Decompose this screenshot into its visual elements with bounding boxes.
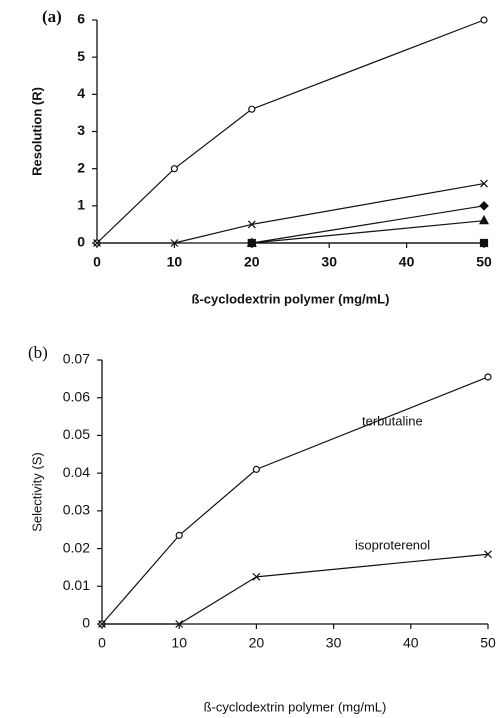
marker bbox=[248, 105, 256, 113]
x-tick-label: 0 bbox=[93, 254, 101, 270]
y-axis-label: Selectivity (S) bbox=[29, 452, 44, 531]
y-axis-label: Resolution (R) bbox=[29, 87, 44, 176]
y-tick-label: 0.07 bbox=[63, 351, 90, 367]
marker bbox=[484, 373, 492, 381]
y-tick-label: 5 bbox=[77, 48, 85, 64]
y-tick-label: 0.05 bbox=[63, 426, 90, 442]
chart-panel: (a) ß-cyclodextrin polymer (mg/mL) Resolut… bbox=[29, 7, 492, 307]
x-tick-label: 40 bbox=[399, 254, 415, 270]
marker bbox=[480, 16, 488, 24]
x-tick-label: 20 bbox=[244, 254, 260, 270]
series-line bbox=[102, 553, 489, 625]
series-label: isoproterenol bbox=[355, 537, 430, 552]
y-tick-label: 0.03 bbox=[63, 502, 90, 518]
y-tick-label: 0.06 bbox=[63, 388, 90, 404]
y-tick-label: 4 bbox=[77, 85, 85, 101]
marker bbox=[98, 620, 106, 628]
marker bbox=[480, 179, 488, 188]
x-axis-label: ß-cyclodextrin polymer (mg/mL) bbox=[204, 699, 387, 714]
marker bbox=[252, 572, 261, 581]
marker bbox=[247, 238, 256, 248]
marker bbox=[479, 238, 489, 248]
marker bbox=[479, 214, 489, 225]
series-line bbox=[251, 220, 485, 244]
y-tick-label: 3 bbox=[77, 122, 85, 138]
panel-label: (a) bbox=[42, 7, 62, 26]
marker bbox=[175, 620, 184, 628]
series-line bbox=[97, 182, 485, 244]
chart-panel: (b) ß-cyclodextrin polymer (mg/mL) Selecti… bbox=[28, 343, 496, 715]
marker bbox=[252, 465, 260, 473]
marker bbox=[479, 200, 489, 211]
x-tick-label: 40 bbox=[403, 635, 419, 651]
x-tick-label: 10 bbox=[171, 635, 187, 651]
x-tick-label: 50 bbox=[476, 254, 492, 270]
marker bbox=[175, 531, 183, 539]
x-tick-label: 20 bbox=[249, 635, 265, 651]
x-tick-label: 10 bbox=[167, 254, 183, 270]
y-tick-label: 0.01 bbox=[63, 577, 90, 593]
marker bbox=[93, 239, 101, 247]
panel-label: (b) bbox=[28, 343, 48, 362]
x-tick-label: 50 bbox=[480, 635, 496, 651]
y-tick-label: 0 bbox=[82, 615, 90, 631]
marker bbox=[170, 165, 178, 173]
marker bbox=[484, 550, 492, 559]
x-tick-label: 0 bbox=[98, 635, 106, 651]
series-line bbox=[251, 205, 485, 244]
x-axis-label: ß-cyclodextrin polymer (mg/mL) bbox=[192, 291, 390, 306]
y-tick-label: 1 bbox=[77, 197, 85, 213]
series-line bbox=[96, 19, 485, 244]
y-tick-label: 0 bbox=[77, 234, 85, 250]
y-tick-label: 0.04 bbox=[63, 464, 90, 480]
marker bbox=[170, 239, 179, 247]
y-tick-label: 6 bbox=[77, 11, 85, 27]
y-tick-label: 0.02 bbox=[63, 539, 90, 555]
series-label: terbutaline bbox=[362, 413, 423, 428]
series-line bbox=[101, 376, 489, 625]
y-tick-label: 2 bbox=[77, 159, 85, 175]
marker bbox=[247, 220, 256, 229]
x-tick-label: 30 bbox=[321, 254, 337, 270]
x-tick-label: 30 bbox=[326, 635, 342, 651]
